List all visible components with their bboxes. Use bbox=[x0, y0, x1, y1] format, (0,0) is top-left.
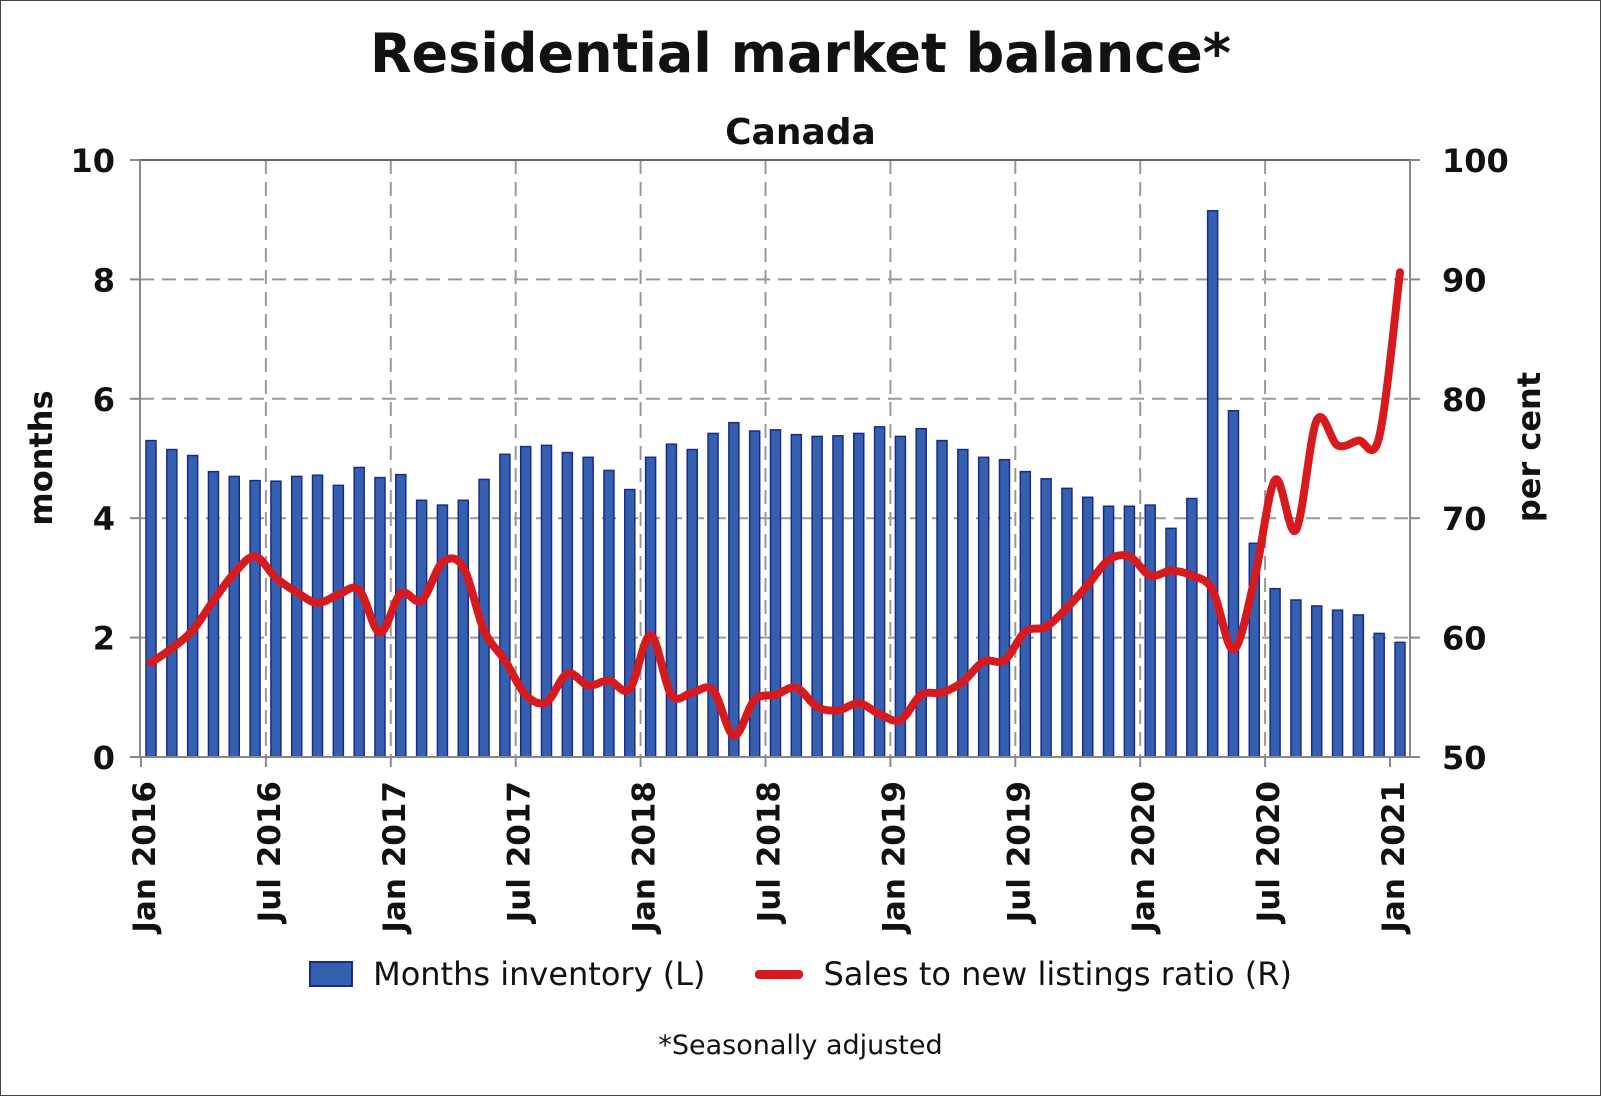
legend-label-sales-ratio: Sales to new listings ratio (R) bbox=[823, 955, 1292, 993]
bar-months-inventory bbox=[936, 439, 948, 758]
y-tick-label-right: 90 bbox=[1442, 261, 1487, 299]
x-tick-label: Jul 2018 bbox=[752, 781, 788, 924]
bar-months-inventory bbox=[1269, 587, 1281, 758]
bar-months-inventory bbox=[353, 466, 365, 758]
bar-months-inventory bbox=[228, 475, 241, 758]
bar-months-inventory bbox=[644, 456, 657, 758]
legend-label-months-inventory: Months inventory (L) bbox=[373, 955, 706, 993]
footnote: *Seasonally adjusted bbox=[658, 1030, 943, 1061]
bar-months-inventory bbox=[1019, 470, 1032, 758]
y-tick-label-right: 50 bbox=[1442, 739, 1487, 777]
y-axis-title-left: months bbox=[22, 390, 60, 525]
y-tick-label-left: 10 bbox=[70, 142, 115, 180]
bar-months-inventory bbox=[166, 448, 178, 758]
bar-months-inventory bbox=[769, 429, 782, 758]
bar-months-inventory bbox=[873, 426, 886, 758]
bar-months-inventory bbox=[707, 432, 719, 758]
chart-subtitle: Canada bbox=[725, 112, 876, 153]
y-tick-label-left: 8 bbox=[93, 261, 115, 299]
legend-item-sales-ratio: Sales to new listings ratio (R) bbox=[755, 955, 1292, 993]
bar-months-inventory bbox=[270, 480, 282, 758]
bar-months-inventory bbox=[790, 433, 803, 758]
bar-months-inventory bbox=[249, 479, 261, 758]
bar-months-inventory bbox=[561, 451, 574, 758]
x-tick-label: Jan 2021 bbox=[1376, 781, 1412, 935]
bar-months-inventory bbox=[395, 473, 407, 758]
y-tick-label-left: 2 bbox=[93, 620, 115, 658]
bar-months-inventory bbox=[1290, 599, 1302, 758]
y-tick-label-right: 80 bbox=[1442, 381, 1487, 419]
y-tick-label-right: 60 bbox=[1442, 620, 1487, 658]
x-tick-label: Jul 2017 bbox=[502, 781, 538, 924]
x-tick-label: Jul 2020 bbox=[1251, 781, 1287, 924]
bar-months-inventory bbox=[957, 448, 969, 758]
bar-months-inventory bbox=[1331, 609, 1344, 758]
bar-months-inventory bbox=[1040, 478, 1052, 758]
y-tick-label-right: 100 bbox=[1442, 142, 1509, 180]
line-sales-to-new-listings bbox=[147, 268, 1404, 740]
bar-months-inventory bbox=[1165, 527, 1177, 758]
bar-months-inventory bbox=[977, 456, 990, 758]
legend: Months inventory (L) Sales to new listin… bbox=[0, 955, 1601, 993]
bar-months-inventory bbox=[582, 456, 594, 758]
x-tick-label: Jan 2018 bbox=[627, 781, 663, 935]
bar-months-inventory bbox=[436, 504, 449, 758]
bar-months-inventory bbox=[1123, 505, 1136, 758]
bar-months-inventory bbox=[1061, 487, 1073, 758]
y-tick-label-left: 0 bbox=[93, 739, 115, 777]
bar-months-inventory bbox=[145, 439, 157, 758]
bar-months-inventory bbox=[1310, 605, 1323, 758]
x-tick-label: Jan 2017 bbox=[377, 781, 413, 935]
y-tick-label-left: 6 bbox=[93, 381, 115, 419]
bar-months-inventory bbox=[519, 445, 532, 758]
bar-months-inventory bbox=[1373, 632, 1385, 758]
bar-months-inventory bbox=[1144, 504, 1156, 758]
bar-months-inventory bbox=[457, 499, 469, 758]
bar-months-inventory bbox=[1394, 641, 1406, 758]
bar-months-inventory bbox=[1102, 505, 1115, 758]
bar-months-inventory bbox=[374, 476, 386, 758]
bar-months-inventory bbox=[728, 421, 740, 758]
x-tick-label: Jan 2019 bbox=[876, 781, 912, 935]
legend-swatch-bar bbox=[309, 961, 354, 987]
y-tick-label-left: 4 bbox=[93, 500, 115, 538]
bar-months-inventory bbox=[540, 444, 553, 758]
bar-months-inventory bbox=[624, 488, 636, 758]
bar-months-inventory bbox=[998, 458, 1011, 758]
x-tick-label: Jul 2019 bbox=[1001, 781, 1037, 924]
chart-title: Residential market balance* bbox=[369, 22, 1232, 85]
bar-months-inventory bbox=[603, 469, 615, 758]
bar-months-inventory bbox=[332, 484, 345, 758]
bar-months-inventory bbox=[894, 435, 907, 758]
bar-months-inventory bbox=[311, 474, 324, 758]
legend-swatch-line bbox=[755, 969, 804, 979]
bar-months-inventory bbox=[1206, 209, 1219, 758]
bar-months-inventory bbox=[1227, 409, 1240, 758]
x-tick-label: Jan 2020 bbox=[1126, 781, 1162, 935]
x-tick-label: Jul 2016 bbox=[252, 781, 288, 924]
bar-months-inventory bbox=[665, 443, 678, 758]
bar-months-inventory bbox=[186, 454, 199, 758]
bar-months-inventory bbox=[415, 499, 428, 758]
legend-item-months-inventory: Months inventory (L) bbox=[309, 955, 705, 993]
bar-months-inventory bbox=[1082, 496, 1094, 758]
y-tick-label-right: 70 bbox=[1442, 500, 1487, 538]
x-tick-label: Jan 2016 bbox=[127, 781, 163, 935]
bar-months-inventory bbox=[1186, 497, 1198, 758]
y-axis-title-right: per cent bbox=[1510, 372, 1548, 522]
bar-months-inventory bbox=[499, 453, 511, 758]
bar-months-inventory bbox=[290, 475, 303, 758]
bar-months-inventory bbox=[686, 448, 698, 758]
bar-months-inventory bbox=[915, 427, 927, 758]
bar-months-inventory bbox=[207, 470, 220, 758]
bar-months-inventory bbox=[1352, 614, 1365, 758]
